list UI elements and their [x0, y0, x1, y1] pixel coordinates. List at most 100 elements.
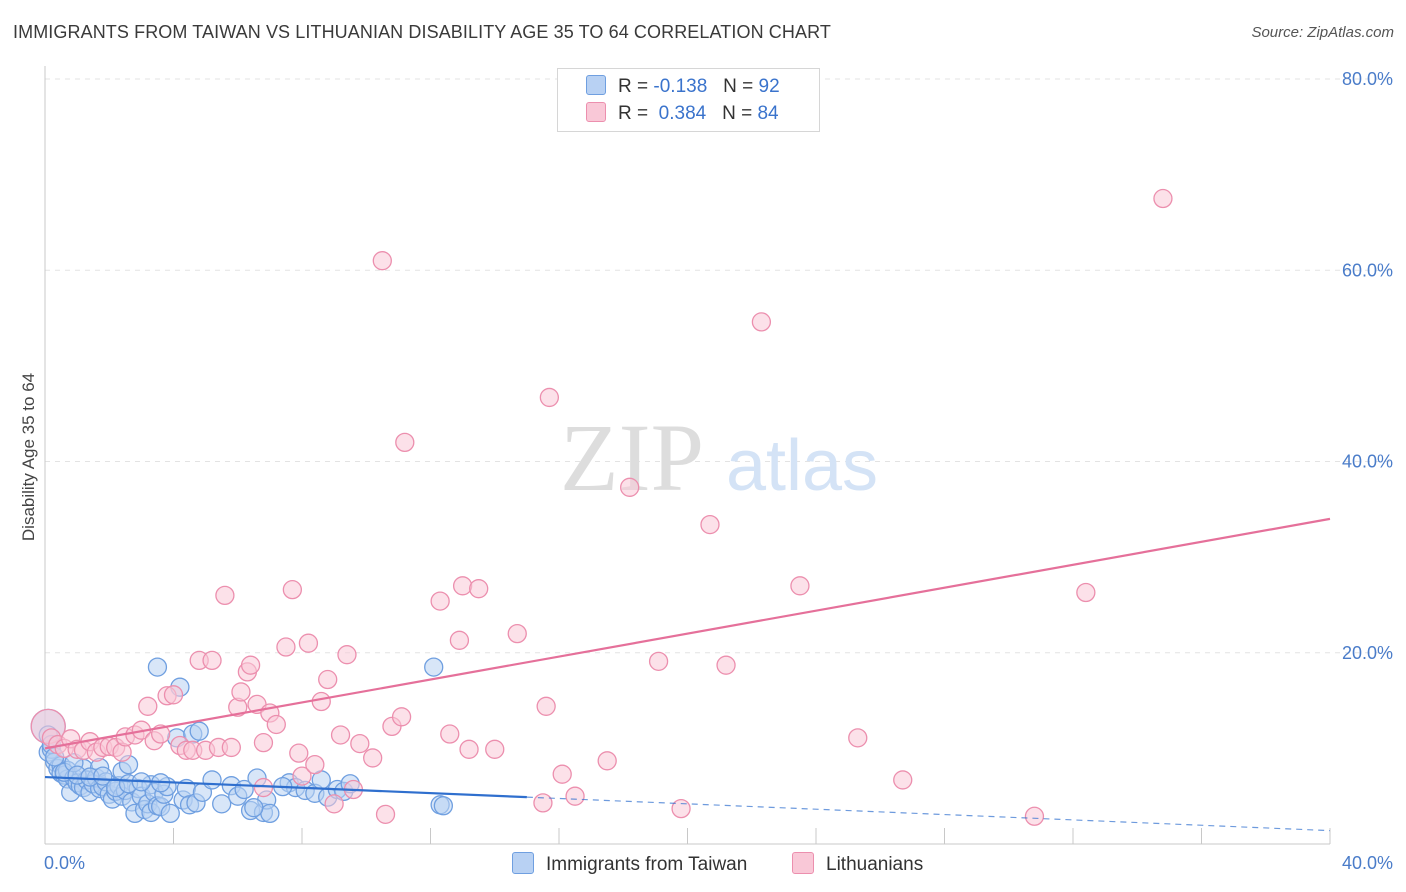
- y-tick-label: 60.0%: [1342, 260, 1393, 280]
- series-legend-taiwan: Immigrants from Taiwan: [512, 852, 747, 876]
- lithuanian-point: [620, 477, 640, 497]
- legend-r-value: -0.138: [653, 76, 708, 97]
- legend-n-value: 92: [758, 76, 780, 97]
- taiwan-point: [202, 770, 222, 790]
- legend-swatch-blue: [586, 75, 606, 95]
- stats-legend-row-taiwan: R = -0.138 N = 92: [586, 75, 780, 101]
- lithuanian-point: [716, 655, 736, 675]
- lithuanian-point: [324, 794, 344, 814]
- lithuanian-point: [533, 793, 553, 813]
- legend-n-label: N =: [723, 76, 754, 97]
- lithuanian-point: [485, 739, 505, 759]
- lithuanian-point: [893, 770, 913, 790]
- taiwan-point: [260, 803, 280, 824]
- lithuanian-point: [440, 724, 460, 744]
- stats-legend: R = -0.138 N = 92 R = 0.384 N = 84: [557, 68, 820, 132]
- taiwan-trend-extension: [526, 796, 1331, 832]
- lithuanian-point: [289, 743, 309, 763]
- stats-legend-row-lithuanians: R = 0.384 N = 84: [586, 102, 779, 128]
- lithuanian-point: [751, 312, 772, 332]
- y-tick-labels: 20.0% 40.0% 60.0% 80.0%: [1342, 69, 1393, 663]
- legend-r-label: R =: [618, 103, 649, 124]
- lithuanian-point: [350, 733, 370, 754]
- y-tick-label: 40.0%: [1342, 452, 1393, 472]
- trend-lines: [44, 517, 1331, 832]
- lithuanian-point: [375, 804, 396, 825]
- lithuanian-point: [276, 637, 296, 657]
- lithuanian-point: [253, 777, 274, 798]
- lithuanian-point: [597, 751, 617, 771]
- lithuanian-point: [337, 645, 357, 665]
- taiwan-point: [244, 798, 264, 818]
- taiwan-point: [189, 721, 209, 741]
- taiwan-point: [160, 803, 180, 824]
- legend-r-label: R =: [618, 76, 649, 97]
- lithuanian-point: [848, 728, 868, 748]
- lithuanian-point: [1076, 582, 1096, 603]
- lithuanian-point: [536, 696, 556, 716]
- lithuanian-point: [1024, 806, 1045, 826]
- lithuanian-point: [459, 739, 479, 759]
- lithuanian-trend-line: [44, 517, 1331, 750]
- legend-n-label: N =: [722, 103, 753, 124]
- grid-lines: [45, 78, 1392, 654]
- taiwan-point: [433, 796, 454, 816]
- lithuanian-point: [507, 623, 527, 644]
- series-legend-lithuanians: Lithuanians: [792, 852, 923, 876]
- series-swatch-pink: [792, 852, 814, 874]
- lithuanian-point: [215, 585, 235, 606]
- lithuanian-point: [469, 579, 489, 599]
- x-tick-label: 40.0%: [1342, 853, 1393, 873]
- series-swatch-blue: [512, 852, 534, 874]
- lithuanian-point: [221, 737, 241, 758]
- series-legend: Immigrants from Taiwan Lithuanians: [0, 852, 1406, 876]
- legend-r-value: 0.384: [658, 103, 707, 124]
- lithuanian-point: [552, 764, 572, 784]
- lithuanian-point: [305, 754, 325, 775]
- x-tick-label: 0.0%: [44, 853, 85, 873]
- lithuanian-point: [648, 651, 669, 672]
- lithuanian-point: [202, 650, 222, 671]
- lithuanian-point: [318, 669, 338, 690]
- series-legend-lithuanians-label: Lithuanians: [826, 854, 924, 875]
- series-legend-taiwan-label: Immigrants from Taiwan: [546, 854, 748, 875]
- taiwan-trend-line: [44, 775, 527, 799]
- lithuanian-point: [311, 691, 331, 712]
- lithuanian-point: [298, 633, 319, 653]
- lithuanian-point: [671, 798, 691, 819]
- taiwan-point: [424, 657, 444, 677]
- lithuanian-point: [231, 682, 251, 702]
- taiwan-point: [212, 794, 232, 814]
- lithuanian-point: [363, 748, 383, 768]
- lithuanian-point: [565, 786, 585, 806]
- chart-source: Source: ZipAtlas.com: [1251, 24, 1394, 41]
- lithuanian-point: [452, 576, 473, 596]
- lithuanian-point: [292, 766, 312, 786]
- lithuanian-point: [282, 579, 303, 600]
- legend-n-value: 84: [757, 103, 779, 124]
- chart-title: IMMIGRANTS FROM TAIWAN VS LITHUANIAN DIS…: [13, 22, 831, 42]
- lithuanian-point: [138, 696, 158, 716]
- lithuanian-point: [391, 707, 412, 727]
- watermark-atlas: atlas: [726, 426, 878, 506]
- lithuanian-point: [253, 732, 274, 753]
- lithuanian-point: [395, 432, 415, 453]
- legend-swatch-pink: [586, 102, 606, 122]
- x-tick-labels: 0.0% 40.0%: [44, 853, 1393, 873]
- lithuanian-point: [1153, 188, 1173, 209]
- lithuanian-point: [790, 576, 810, 596]
- y-tick-label: 20.0%: [1342, 643, 1393, 663]
- lithuanian-point: [700, 514, 720, 535]
- y-tick-label: 80.0%: [1342, 69, 1393, 89]
- lithuanian-point: [449, 630, 470, 650]
- watermark: ZIP atlas: [560, 404, 878, 511]
- y-axis-label: Disability Age 35 to 64: [19, 373, 38, 541]
- lithuanian-point: [330, 725, 351, 745]
- lithuanian-point: [372, 251, 392, 271]
- lithuanian-point: [539, 387, 560, 408]
- lithuanian-point: [240, 655, 261, 675]
- taiwan-point: [147, 657, 168, 677]
- lithuanian-point: [163, 685, 184, 705]
- lithuanian-point: [430, 591, 450, 611]
